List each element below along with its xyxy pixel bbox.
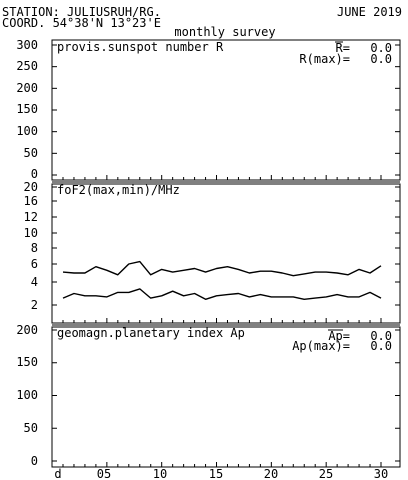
fof2-max-line <box>62 260 382 277</box>
sunspot-max-label: R(max)= <box>299 52 350 66</box>
x-tick-label: 25 <box>319 467 333 480</box>
fof2-y-axis: 20 16 12 10 8 6 4 2 <box>24 180 38 312</box>
y-tick-label: 250 <box>16 59 38 73</box>
ap-y-axis: 200 150 100 50 0 <box>16 323 38 468</box>
y-tick-label: 10 <box>24 226 38 240</box>
sunspot-mean-label: R= <box>336 41 350 55</box>
x-tick-label: d <box>54 467 61 480</box>
x-tick-label: 20 <box>264 467 278 480</box>
period-label: JUNE 2019 <box>337 5 402 19</box>
y-tick-label: 300 <box>16 38 38 52</box>
y-tick-label: 100 <box>16 124 38 138</box>
y-tick-label: 150 <box>16 355 38 369</box>
ap-mean-stat: Ap= 0.0 <box>328 329 392 343</box>
fof2-panel-title: foF2(max,min)/MHz <box>57 183 180 197</box>
y-tick-label: 50 <box>24 421 38 435</box>
coord-label: COORD. 54°38'N 13°23'E <box>2 16 161 30</box>
tick-marks <box>52 44 400 467</box>
y-tick-label: 200 <box>16 81 38 95</box>
sunspot-panel-title: provis.sunspot number R <box>57 40 224 54</box>
x-tick-label: 05 <box>97 467 111 480</box>
x-tick-label: 10 <box>153 467 167 480</box>
y-tick-label: 4 <box>31 275 38 289</box>
ap-panel-title: geomagn.planetary index Ap <box>57 326 245 340</box>
x-tick-label: 15 <box>209 467 223 480</box>
sunspot-mean-value: 0.0 <box>370 41 392 55</box>
fof2-min-line <box>62 288 382 300</box>
fof2-panel-frame <box>51 183 401 324</box>
ap-max-stat: Ap(max)= 0.0 <box>292 339 392 353</box>
y-tick-label: 20 <box>24 180 38 194</box>
sunspot-max-stat: R(max)= 0.0 <box>299 52 392 66</box>
y-tick-label: 100 <box>16 388 38 402</box>
x-axis: d 05 10 15 20 25 30 <box>54 467 388 480</box>
ap-mean-label: Ap= <box>328 329 350 343</box>
y-tick-label: 12 <box>24 210 38 224</box>
y-tick-label: 16 <box>24 194 38 208</box>
ap-panel-frame <box>51 326 401 468</box>
sunspot-max-value: 0.0 <box>370 52 392 66</box>
y-tick-label: 6 <box>31 257 38 271</box>
sunspot-y-axis: 300 250 200 150 100 50 0 <box>16 38 38 181</box>
y-tick-label: 2 <box>31 298 38 312</box>
station-label: STATION: JULIUSRUH/RG. <box>2 5 161 19</box>
y-tick-label: 0 <box>31 167 38 181</box>
ap-mean-value: 0.0 <box>370 329 392 343</box>
y-tick-label: 0 <box>31 454 38 468</box>
survey-subtitle: monthly survey <box>174 25 275 39</box>
y-tick-label: 150 <box>16 102 38 116</box>
x-tick-label: 30 <box>374 467 388 480</box>
y-tick-label: 200 <box>16 323 38 337</box>
y-tick-label: 50 <box>24 146 38 160</box>
fof2-series-group <box>62 260 382 300</box>
ap-max-value: 0.0 <box>370 339 392 353</box>
y-tick-label: 8 <box>31 241 38 255</box>
ap-max-label: Ap(max)= <box>292 339 350 353</box>
sunspot-mean-stat: R= 0.0 <box>335 41 392 55</box>
